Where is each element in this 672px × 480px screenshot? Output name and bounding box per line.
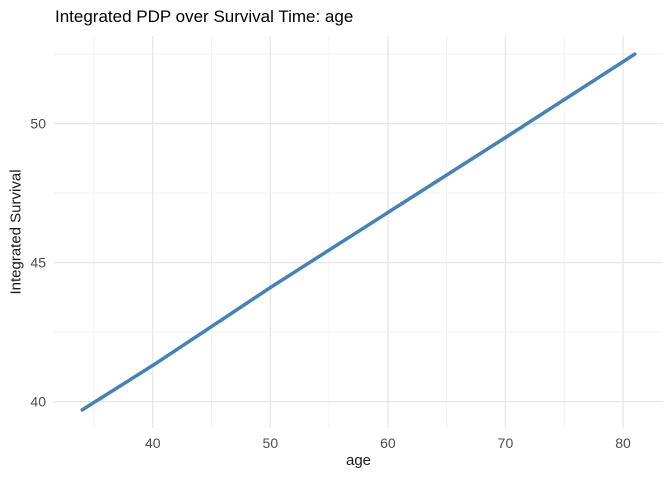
x-tick-label: 50 [263, 435, 279, 451]
y-tick-label: 45 [30, 255, 46, 271]
y-tick-label: 50 [30, 116, 46, 132]
x-tick-label: 60 [380, 435, 396, 451]
x-tick-label: 70 [498, 435, 514, 451]
pdp-line [80, 52, 637, 412]
x-axis-title: age [345, 452, 372, 469]
x-tick-label: 80 [615, 435, 631, 451]
chart-title: Integrated PDP over Survival Time: age [55, 7, 354, 26]
x-tick-label: 40 [145, 435, 161, 451]
y-tick-label: 40 [30, 394, 46, 410]
